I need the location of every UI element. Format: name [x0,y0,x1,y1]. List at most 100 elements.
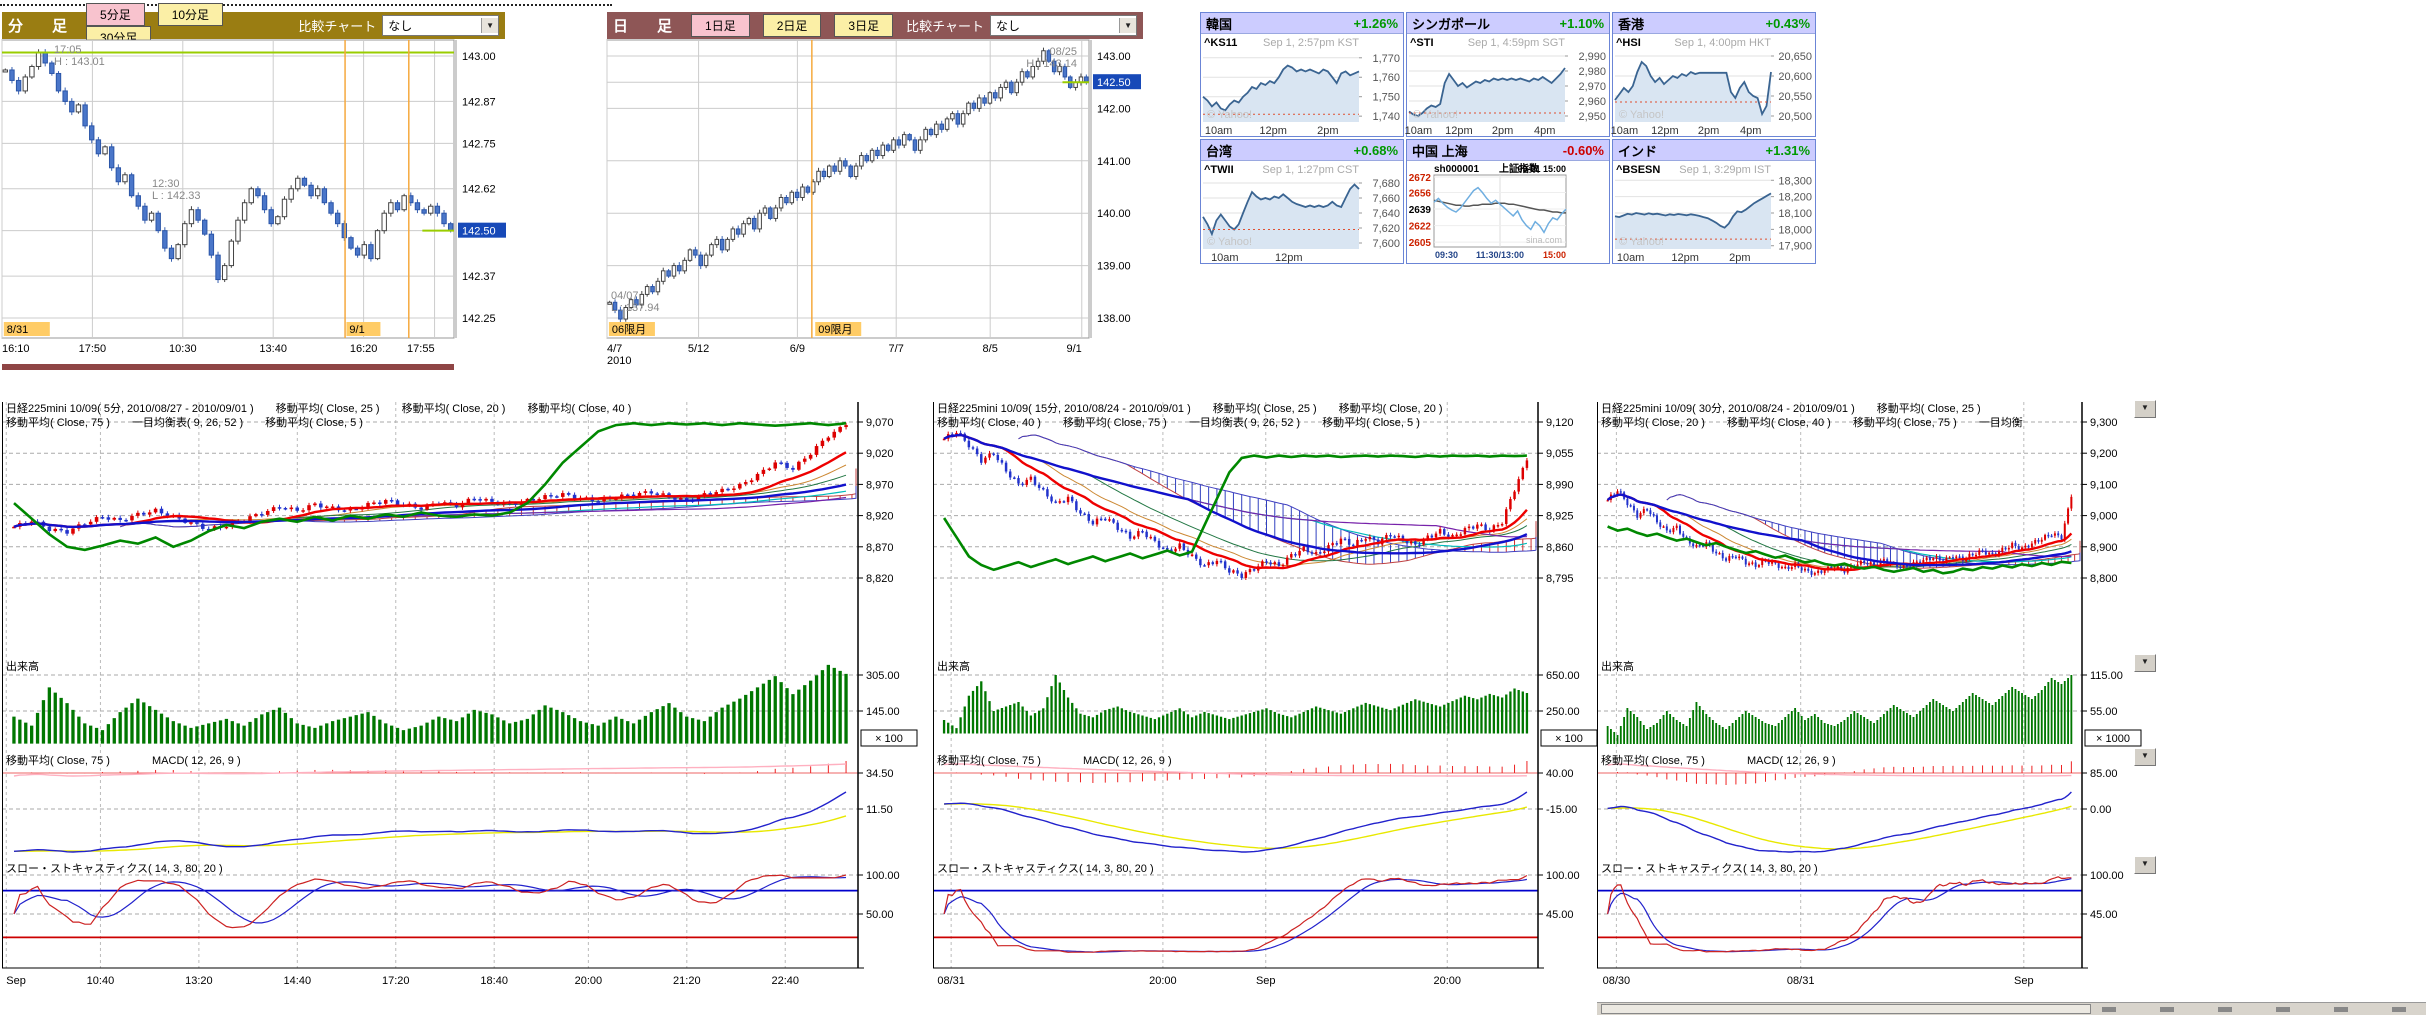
svg-text:× 1000: × 1000 [2096,733,2130,745]
panel-scroll-down-button[interactable]: ▼ [2134,748,2156,766]
svg-text:10am: 10am [1617,252,1645,264]
widget-market-name: 香港 [1618,16,1645,32]
svg-text:© Yahoo!: © Yahoo! [1207,109,1252,121]
svg-text:12pm: 12pm [1671,252,1699,264]
svg-text:^BSESN: ^BSESN [1616,164,1660,176]
panel-scroll-down-button[interactable]: ▼ [2134,400,2156,418]
svg-text:Sep 1, 2:57pm KST: Sep 1, 2:57pm KST [1263,37,1359,49]
tab-3日足[interactable]: 3日足 [834,14,894,37]
svg-text:8,795: 8,795 [1546,573,1574,585]
scrollbar-thumb[interactable] [1601,1004,2091,1014]
widget-change-pct: +1.26% [1353,15,1398,31]
widget-change-pct: +1.10% [1559,15,1604,31]
svg-text:138.00: 138.00 [1097,313,1131,325]
svg-text:100.00: 100.00 [866,870,900,882]
svg-text:8,900: 8,900 [2090,542,2118,554]
svg-text:13:20: 13:20 [185,975,213,987]
svg-text:-15.00: -15.00 [1546,804,1577,816]
svg-text:11.50: 11.50 [866,804,893,816]
svg-text:2639: 2639 [1409,205,1432,216]
tab-10分足[interactable]: 10分足 [157,2,224,26]
svg-text:9,100: 9,100 [2090,479,2118,491]
bottom-chart-nikkei-30min: 9,300 9,200 9,100 9,000 8,900 8,800 115.00 55.0… [1597,401,2142,987]
svg-text:移動平均( Close, 75 ): 移動平均( Close, 75 ) [6,753,110,767]
svg-text:20,650: 20,650 [1778,51,1812,63]
svg-text:18:40: 18:40 [480,975,508,987]
svg-text:7,620: 7,620 [1372,223,1400,235]
tab-5分足[interactable]: 5分足 [86,2,145,26]
svg-text:2605: 2605 [1409,238,1432,249]
widget-shanghai: 中国 上海 -0.60% sh000001 上証指数 09-01 15:00 2672 26… [1406,139,1610,264]
svg-text:6/9: 6/9 [790,343,805,355]
svg-text:2010: 2010 [607,355,631,367]
panel-scroll-down-button[interactable]: ▼ [2134,654,2156,672]
svg-text:8,925: 8,925 [1546,511,1574,523]
svg-text:日経225mini 10/09( 15分, 2010/08/: 日経225mini 10/09( 15分, 2010/08/24 - 2010/… [937,401,1443,415]
svg-text:0.00: 0.00 [2090,804,2111,816]
bottom-chart-nikkei-5min: 9,070 9,020 8,970 8,920 8,870 8,820 305.00 145.… [2,401,918,987]
tab-2日足[interactable]: 2日足 [762,14,822,37]
svg-text:8/5: 8/5 [983,343,998,355]
svg-text:2,980: 2,980 [1578,66,1606,78]
widget-chart-singapore: ^STI Sep 1, 4:59pm SGT 2,990 2,980 2,970 2,96… [1405,37,1606,137]
svg-text:5/12: 5/12 [688,343,709,355]
bottom-chart-nikkei-15min: 9,120 9,055 8,990 8,925 8,860 8,795 650.00 250.… [933,401,1598,987]
panel-scroll-down-button[interactable]: ▼ [2134,856,2156,874]
svg-text:9,000: 9,000 [2090,511,2118,523]
widget-market-name: シンガポール [1412,16,1491,32]
svg-text:MACD( 12, 26, 9 ): MACD( 12, 26, 9 ) [152,755,241,767]
compare-chart-label-daily: 比較チャート [906,19,984,34]
svg-text:12pm: 12pm [1275,252,1303,264]
svg-text:08/31: 08/31 [1787,975,1815,987]
svg-text:2pm: 2pm [1729,252,1750,264]
compare-chart-select[interactable]: なし ▼ [382,15,499,36]
svg-text:115.00: 115.00 [2090,670,2123,682]
svg-text:^STI: ^STI [1410,37,1434,49]
compare-chart-select-daily[interactable]: なし ▼ [990,15,1137,36]
chevron-down-icon: ▼ [1119,18,1136,33]
svg-text:出来高: 出来高 [6,659,39,673]
widget-market-name: 韓国 [1206,16,1233,32]
svg-text:45.00: 45.00 [1546,909,1574,921]
svg-text:MACD( 12, 26, 9 ): MACD( 12, 26, 9 ) [1747,755,1836,767]
svg-text:1,740: 1,740 [1372,111,1400,123]
svg-text:16:20: 16:20 [350,343,378,355]
svg-text:20,500: 20,500 [1778,111,1812,123]
svg-text:9/1: 9/1 [1066,343,1081,355]
svg-text:09限月: 09限月 [818,323,852,336]
compare-chart-label: 比較チャート [298,19,377,34]
svg-text:8,820: 8,820 [866,573,894,585]
svg-text:上証指数: 上証指数 [1499,162,1540,175]
svg-text:4pm: 4pm [1740,125,1761,137]
svg-text:142.75: 142.75 [462,138,496,150]
svg-text:H : 143.14: H : 143.14 [1026,58,1077,70]
svg-text:17:55: 17:55 [407,343,435,355]
svg-text:142.50: 142.50 [462,226,496,238]
svg-text:9,020: 9,020 [866,448,894,460]
widget-chart-india: ^BSESN Sep 1, 3:29pm IST 18,300 18,200 18,10… [1614,164,1812,264]
svg-text:1,750: 1,750 [1372,92,1400,104]
svg-text:2,960: 2,960 [1578,96,1606,108]
tab-1日足[interactable]: 1日足 [691,14,750,37]
widget-taiwan: 台湾 +0.68% ^TWII Sep 1, 1:27pm CST 7,680 7,660… [1200,139,1404,264]
svg-text:09:30: 09:30 [1435,250,1458,260]
svg-text:© Yahoo!: © Yahoo! [1413,109,1458,121]
svg-text:20,550: 20,550 [1778,91,1812,103]
svg-text:スロー・ストキャスティクス( 14, 3, 80, 20 ): スロー・ストキャスティクス( 14, 3, 80, 20 ) [937,862,1154,875]
svg-text:4/7: 4/7 [607,343,622,355]
triangle-down-icon: ▼ [2141,403,2149,412]
svg-text:© Yahoo!: © Yahoo! [1619,109,1664,121]
chevron-down-icon: ▼ [481,18,498,33]
svg-text:20,600: 20,600 [1778,71,1812,83]
svg-text:17:50: 17:50 [79,343,107,355]
svg-text:100.00: 100.00 [2090,870,2124,882]
svg-text:2,950: 2,950 [1578,111,1606,123]
horizontal-scrollbar[interactable] [1597,1002,2426,1015]
svg-text:Sep 1, 4:00pm HKT: Sep 1, 4:00pm HKT [1674,37,1771,49]
svg-text:142.37: 142.37 [462,271,496,283]
svg-text:7,600: 7,600 [1372,238,1400,250]
widget-market-name: 中国 上海 [1412,143,1468,159]
svg-text:12:30: 12:30 [152,178,180,190]
svg-text:13:40: 13:40 [259,343,287,355]
